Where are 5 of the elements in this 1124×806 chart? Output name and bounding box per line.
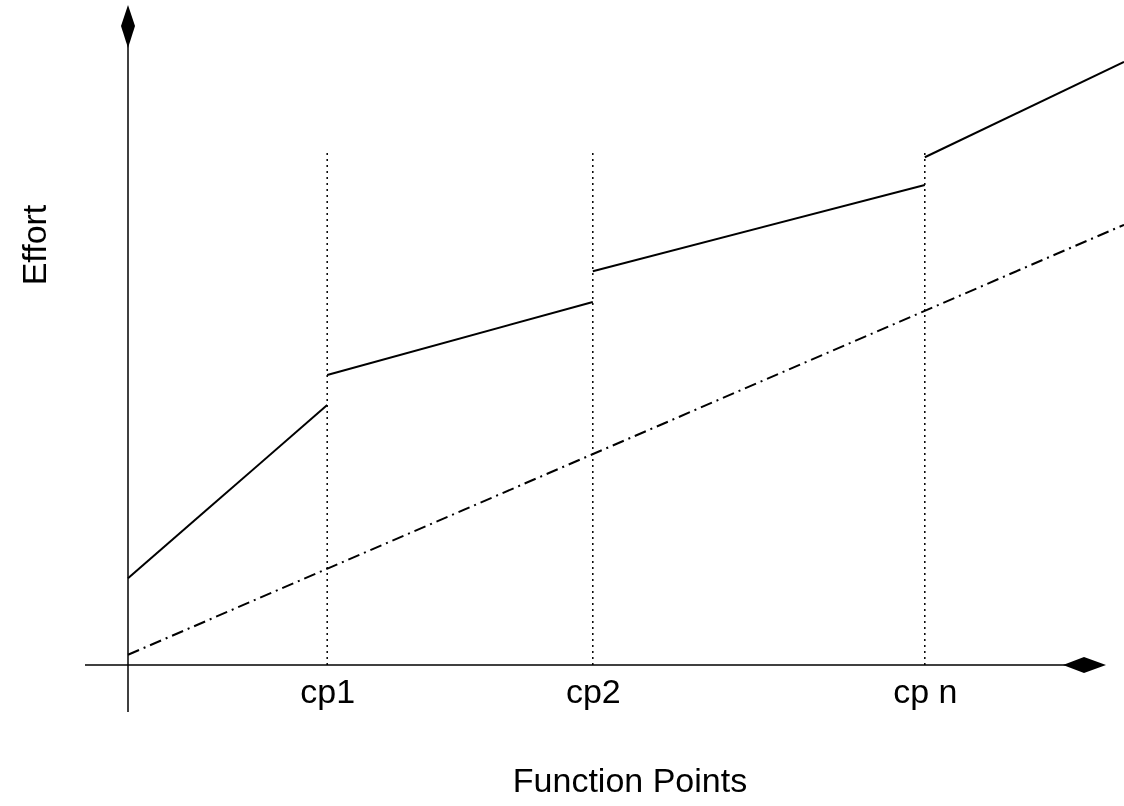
x-tick-label: cp1 bbox=[300, 672, 356, 711]
x-tick-label: cp2 bbox=[565, 672, 621, 711]
x-axis-title: Function Points bbox=[512, 761, 748, 799]
x-tick-label: cp n bbox=[893, 672, 958, 711]
y-axis-title: Effort bbox=[15, 204, 53, 286]
